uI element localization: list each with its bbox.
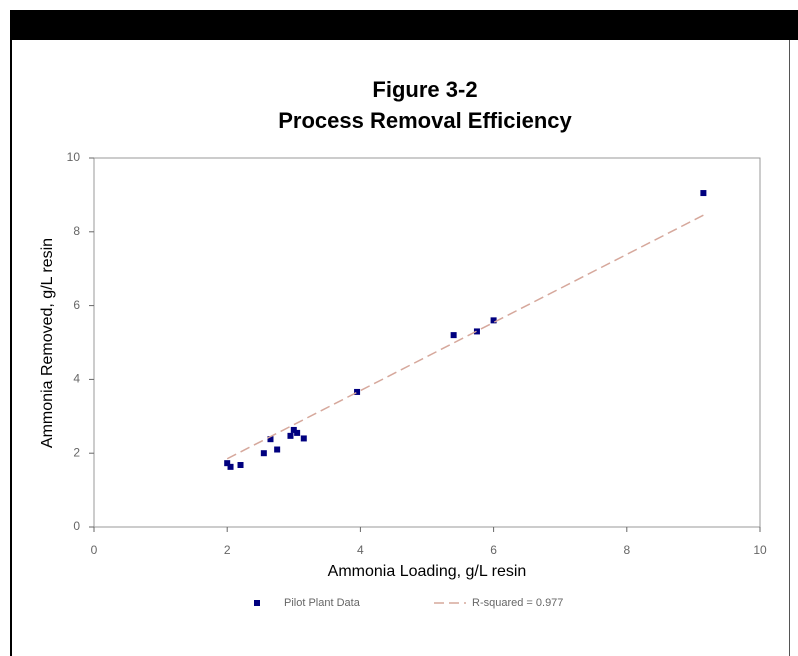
- data-point: [700, 190, 707, 197]
- x-tick-label: 2: [224, 543, 231, 557]
- data-point: [224, 460, 231, 467]
- data-point: [274, 446, 281, 453]
- x-axis-title: Ammonia Loading, g/L resin: [328, 563, 527, 580]
- plot-frame: [93, 157, 761, 528]
- legend-label: R-squared = 0.977: [472, 597, 563, 609]
- data-point: [237, 462, 244, 469]
- data-point: [490, 317, 497, 324]
- x-tick-label: 10: [753, 543, 767, 557]
- data-point: [300, 435, 307, 442]
- data-point: [294, 429, 301, 436]
- data-point: [260, 450, 267, 457]
- data-point: [450, 332, 457, 339]
- chart-subtitle: Process Removal Efficiency: [278, 108, 572, 133]
- trend-line: [226, 214, 704, 460]
- x-tick-label: 4: [357, 543, 364, 557]
- y-tick-label: 2: [73, 445, 80, 459]
- y-tick-label: 10: [67, 150, 81, 164]
- x-tick-label: 8: [623, 543, 630, 557]
- legend-marker: [254, 600, 260, 606]
- y-tick-label: 6: [73, 298, 80, 312]
- y-axis-title: Ammonia Removed, g/L resin: [39, 238, 56, 448]
- data-point: [290, 426, 297, 433]
- data-point: [287, 432, 294, 439]
- chart-title: Figure 3-2: [372, 77, 477, 102]
- x-tick-label: 6: [490, 543, 497, 557]
- data-point: [227, 463, 234, 470]
- y-tick-label: 4: [73, 372, 80, 386]
- data-point: [267, 436, 274, 443]
- legend-label: Pilot Plant Data: [284, 597, 361, 609]
- frame-left: [10, 10, 12, 656]
- y-tick-label: 8: [73, 224, 80, 238]
- data-point: [473, 328, 480, 335]
- data-point: [354, 388, 361, 395]
- frame-right: [789, 40, 790, 656]
- header-bar: [10, 10, 798, 40]
- y-tick-label: 0: [73, 519, 80, 533]
- x-tick-label: 0: [91, 543, 98, 557]
